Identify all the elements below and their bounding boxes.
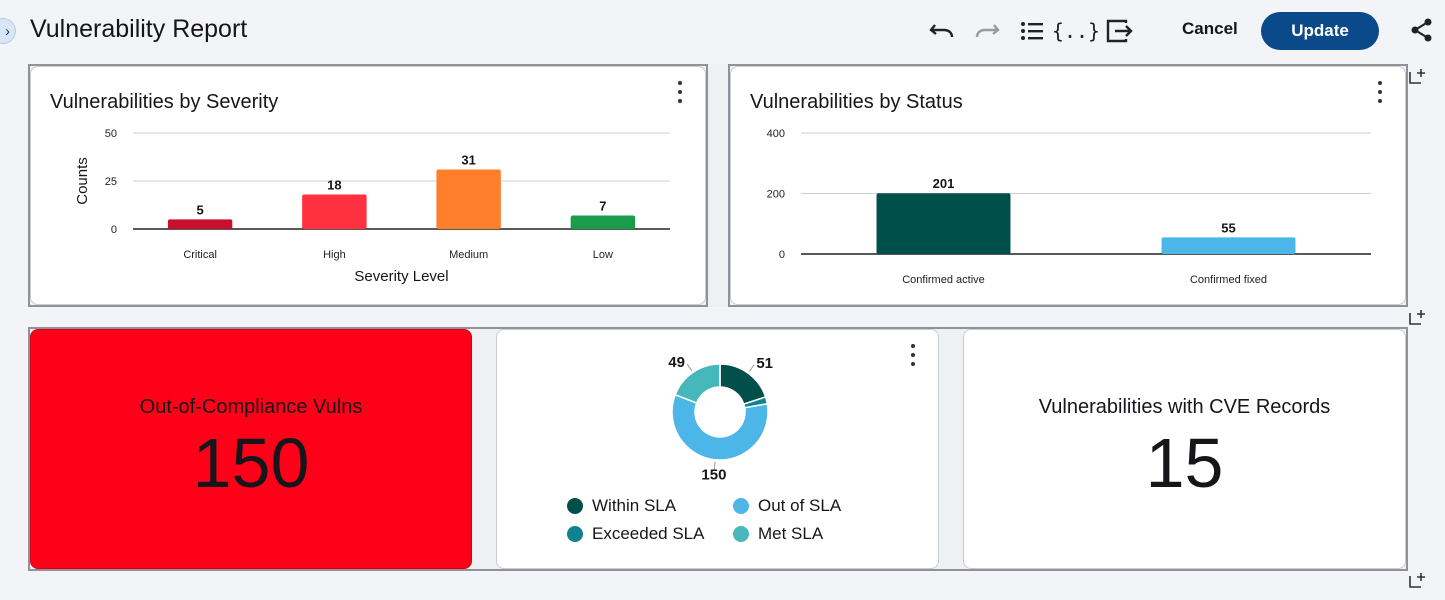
x-tick-label: Confirmed active — [902, 274, 985, 286]
bar-confirmed-fixed — [1161, 237, 1296, 254]
cve-label: Vulnerabilities with CVE Records — [1038, 396, 1331, 418]
cve-metric-card: Vulnerabilities with CVE Records 15 — [963, 329, 1406, 569]
list-icon — [1021, 22, 1043, 40]
chevron-right-icon: › — [5, 22, 10, 40]
data-label: 201 — [933, 176, 955, 191]
kebab-dot — [678, 90, 682, 94]
legend-swatch — [567, 498, 583, 514]
add-widget-icon[interactable] — [1409, 68, 1427, 84]
data-label: 55 — [1221, 220, 1235, 235]
kebab-dot — [911, 362, 915, 366]
kebab-dot — [911, 353, 915, 357]
sidebar-toggle-button[interactable]: › — [0, 18, 16, 44]
kebab-dot — [678, 81, 682, 85]
x-tick-label: Low — [593, 249, 613, 261]
cve-value: 15 — [1145, 424, 1224, 502]
x-tick-label: Critical — [183, 249, 217, 261]
y-tick-label: 0 — [779, 249, 785, 261]
bar-critical — [167, 219, 233, 229]
add-widget-icon[interactable] — [1409, 309, 1427, 325]
exit-button[interactable] — [1105, 16, 1135, 46]
bar-high — [302, 194, 367, 229]
kebab-dot — [678, 99, 682, 103]
json-view-button[interactable]: {..} — [1052, 16, 1100, 46]
legend-label: Out of SLA — [758, 496, 842, 515]
data-label: 5 — [197, 202, 204, 217]
legend-swatch — [733, 526, 749, 542]
severity-card-menu-button[interactable] — [674, 81, 686, 103]
kebab-dot — [1378, 99, 1382, 103]
x-tick-label: Confirmed fixed — [1190, 274, 1267, 286]
page-title: Vulnerability Report — [30, 15, 248, 43]
compliance-value: 150 — [192, 424, 310, 502]
bar-confirmed-active — [876, 193, 1011, 254]
slice-value-label: 150 — [701, 467, 726, 484]
data-label: 31 — [461, 152, 475, 167]
undo-icon — [929, 24, 954, 38]
x-axis-label: Severity Level — [354, 268, 448, 285]
compliance-label: Out-of-Compliance Vulns — [139, 396, 363, 418]
severity-bar-chart: 0 25 50 5 Critical 18 High 31 Medium 7 Low Severity… — [74, 128, 670, 285]
severity-chart-card: Vulnerabilities by Severity 0 25 50 5 Critic… — [30, 66, 706, 305]
json-braces-icon: {..} — [1051, 19, 1101, 43]
y-tick-label: 50 — [105, 128, 117, 140]
leader-line — [748, 364, 755, 372]
exit-icon — [1106, 19, 1133, 43]
list-view-button[interactable] — [1017, 16, 1047, 46]
leader-line — [713, 461, 716, 470]
cancel-button[interactable]: Cancel — [1182, 19, 1238, 38]
update-button[interactable]: Update — [1261, 12, 1379, 50]
donut-slice-out-of-sla — [671, 393, 769, 461]
slice-value-label: 49 — [668, 354, 685, 371]
top-row-divider — [706, 64, 730, 307]
status-card-menu-button[interactable] — [1374, 81, 1386, 103]
y-tick-label: 400 — [767, 128, 785, 140]
legend-item[interactable]: Met SLA — [733, 524, 863, 544]
slice-value-label: 51 — [756, 355, 773, 372]
y-tick-label: 0 — [111, 224, 117, 236]
legend-item[interactable]: Exceeded SLA — [567, 524, 733, 544]
sla-legend: Within SLA Out of SLA Exceeded SLA Met SLA — [567, 496, 863, 544]
kebab-dot — [1378, 90, 1382, 94]
bar-low — [570, 215, 636, 229]
severity-card-title: Vulnerabilities by Severity — [50, 91, 279, 113]
status-bar-chart: 0 200 400 201 Confirmed active 55 Confirmed fi… — [767, 128, 1371, 286]
y-tick-label: 25 — [105, 176, 117, 188]
compliance-metric-card: Out-of-Compliance Vulns 150 — [30, 329, 472, 569]
leader-line — [686, 363, 693, 372]
x-tick-label: Medium — [449, 249, 488, 261]
data-label: 7 — [599, 199, 606, 214]
add-widget-icon[interactable] — [1409, 572, 1427, 588]
sla-donut-card: 51 150 49 Within SLA Out of SLA Exceeded SLA… — [496, 329, 939, 569]
y-axis-label: Counts — [74, 157, 91, 205]
undo-button[interactable] — [927, 16, 957, 46]
status-chart-card: Vulnerabilities by Status 0 200 400 201 Conf… — [730, 66, 1406, 305]
legend-label: Met SLA — [758, 524, 824, 543]
redo-button[interactable] — [972, 16, 1002, 46]
share-icon — [1411, 18, 1432, 42]
kebab-dot — [911, 344, 915, 348]
legend-label: Within SLA — [592, 496, 677, 515]
redo-icon — [975, 24, 1000, 38]
sla-donut-chart: 51 150 49 — [668, 354, 773, 484]
legend-swatch — [567, 526, 583, 542]
donut-slice-met-sla — [674, 363, 721, 404]
legend-swatch — [733, 498, 749, 514]
x-tick-label: High — [323, 249, 346, 261]
y-tick-label: 200 — [767, 189, 785, 201]
share-button[interactable] — [1410, 18, 1434, 47]
status-card-title: Vulnerabilities by Status — [750, 91, 963, 113]
kebab-dot — [1378, 81, 1382, 85]
legend-item[interactable]: Out of SLA — [733, 496, 863, 516]
legend-item[interactable]: Within SLA — [567, 496, 733, 516]
legend-label: Exceeded SLA — [592, 524, 705, 543]
bar-medium — [436, 169, 501, 229]
sla-card-menu-button[interactable] — [907, 344, 919, 366]
data-label: 18 — [327, 177, 341, 192]
